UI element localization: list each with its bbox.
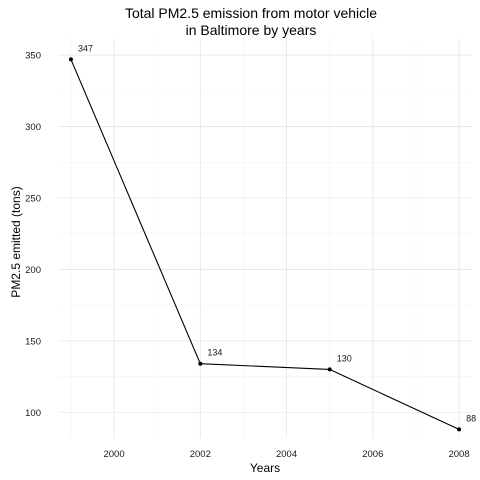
- data-point: [198, 361, 203, 366]
- data-point: [68, 57, 73, 62]
- x-axis-title: Years: [250, 461, 280, 475]
- y-tick-label: 350: [25, 51, 41, 62]
- data-labels: 347 134 130 88: [78, 43, 476, 423]
- x-tick-label: 2000: [103, 449, 124, 460]
- y-tick-label: 200: [25, 265, 41, 276]
- data-label: 88: [466, 413, 476, 423]
- series-line: [70, 59, 460, 430]
- x-tick-label: 2002: [190, 449, 211, 460]
- x-tick-label: 2006: [362, 449, 383, 460]
- y-tick-label: 300: [25, 122, 41, 133]
- y-axis-title: PM2.5 emitted (tons): [9, 186, 23, 297]
- chart-title-line-2: in Baltimore by years: [186, 22, 317, 38]
- x-axis-ticks: 2000 2002 2004 2006 2008: [103, 449, 469, 460]
- data-point: [327, 367, 332, 372]
- y-tick-label: 250: [25, 194, 41, 205]
- y-axis-ticks: 100 150 200 250 300 350: [25, 51, 41, 419]
- y-tick-label: 100: [25, 408, 41, 419]
- data-label: 347: [78, 43, 93, 53]
- x-tick-label: 2008: [448, 449, 469, 460]
- data-label: 130: [337, 353, 352, 363]
- y-tick-label: 150: [25, 336, 41, 347]
- x-tick-label: 2004: [276, 449, 297, 460]
- grid: [58, 38, 472, 438]
- chart-title-line-1: Total PM2.5 emission from motor vehicle: [125, 5, 377, 21]
- data-label: 134: [207, 348, 222, 358]
- series-layer: [68, 57, 462, 432]
- data-point: [457, 427, 462, 432]
